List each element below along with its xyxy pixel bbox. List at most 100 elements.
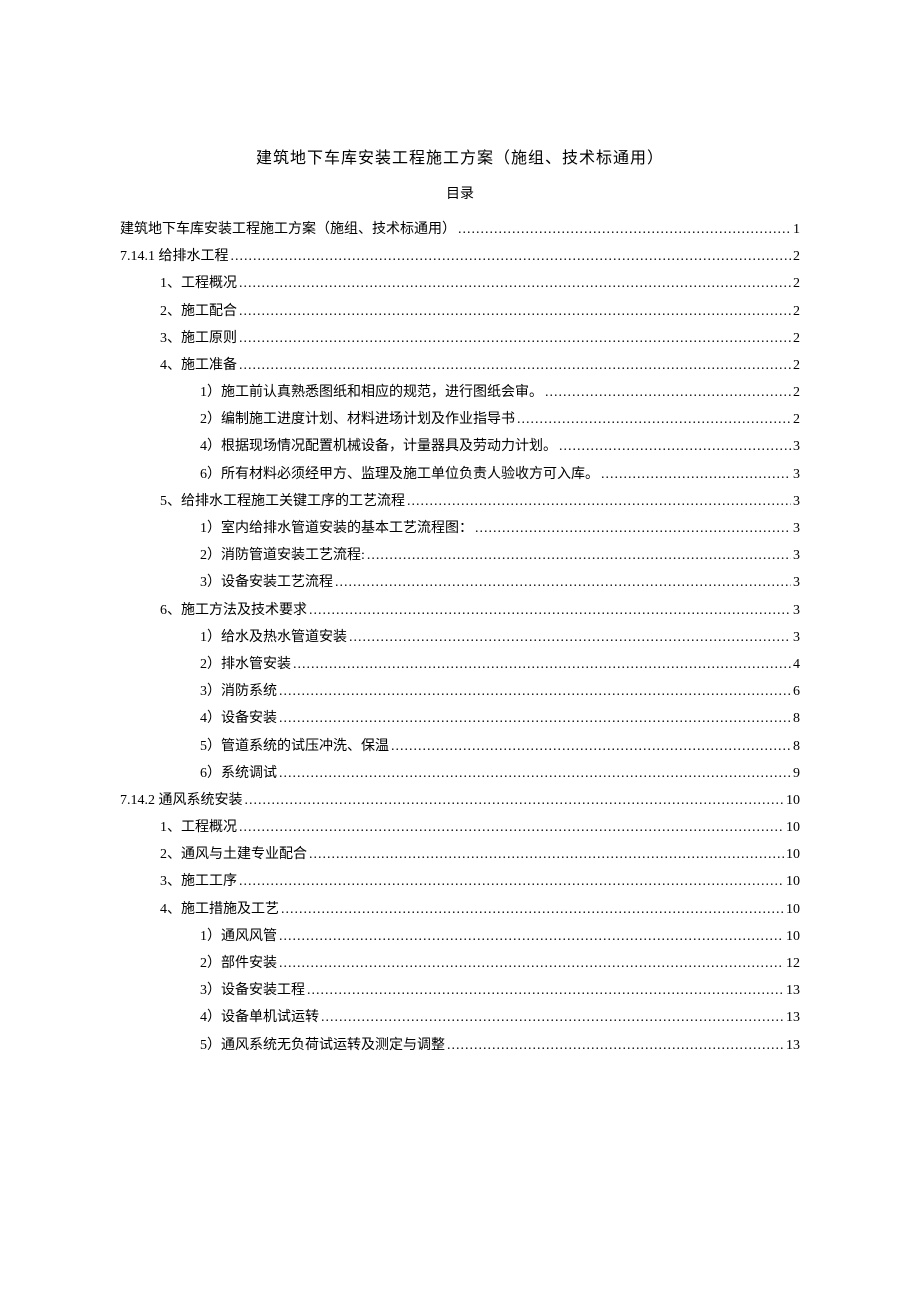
toc-entry-page: 2 — [793, 299, 800, 324]
toc-leader-dots — [309, 598, 791, 623]
toc-entry-page: 3 — [793, 625, 800, 650]
toc-leader-dots — [239, 353, 791, 378]
toc-entry-label: 4、施工准备 — [160, 353, 237, 378]
toc-leader-dots — [335, 570, 791, 595]
toc-leader-dots — [279, 924, 784, 949]
toc-entry-page: 10 — [786, 815, 800, 840]
toc-entry-page: 8 — [793, 706, 800, 731]
toc-leader-dots — [475, 516, 791, 541]
toc-leader-dots — [309, 842, 784, 867]
toc-leader-dots — [279, 761, 791, 786]
toc-leader-dots — [447, 1033, 784, 1058]
toc-entry: 1、工程概况 10 — [120, 815, 800, 840]
toc-entry-page: 2 — [793, 326, 800, 351]
toc-entry-page: 10 — [786, 924, 800, 949]
toc-entry: 4）设备安装 8 — [120, 706, 800, 731]
toc-entry-label: 7.14.2 通风系统安装 — [120, 788, 243, 813]
toc-entry-label: 7.14.1 给排水工程 — [120, 244, 229, 269]
toc-entry-page: 4 — [793, 652, 800, 677]
toc-entry-label: 建筑地下车库安装工程施工方案（施组、技术标通用） — [120, 217, 456, 242]
toc-entry-label: 4）设备安装 — [200, 706, 277, 731]
toc-entry-label: 3、施工原则 — [160, 326, 237, 351]
toc-entry-label: 3、施工工序 — [160, 869, 237, 894]
toc-entry-page: 1 — [793, 217, 800, 242]
toc-leader-dots — [279, 706, 791, 731]
toc-heading: 目录 — [120, 182, 800, 207]
toc-entry-page: 2 — [793, 353, 800, 378]
toc-leader-dots — [231, 244, 792, 269]
toc-leader-dots — [321, 1005, 784, 1030]
table-of-contents: 建筑地下车库安装工程施工方案（施组、技术标通用）17.14.1 给排水工程21、… — [120, 217, 800, 1058]
toc-entry-label: 5）管道系统的试压冲洗、保温 — [200, 734, 389, 759]
toc-leader-dots — [279, 951, 784, 976]
toc-entry-page: 3 — [793, 489, 800, 514]
toc-entry: 2）排水管安装 4 — [120, 652, 800, 677]
toc-entry: 3）设备安装工程 13 — [120, 978, 800, 1003]
toc-entry-page: 2 — [793, 380, 800, 405]
toc-entry-label: 6、施工方法及技术要求 — [160, 598, 307, 623]
toc-entry-label: 3）设备安装工程 — [200, 978, 305, 1003]
toc-entry-label: 4、施工措施及工艺 — [160, 897, 279, 922]
toc-entry-page: 12 — [786, 951, 800, 976]
toc-entry-label: 1、工程概况 — [160, 815, 237, 840]
toc-entry: 5、给排水工程施工关键工序的工艺流程 3 — [120, 489, 800, 514]
toc-leader-dots — [279, 679, 791, 704]
toc-entry: 6）所有材料必须经甲方、监理及施工单位负责人验收方可入库。3 — [120, 462, 800, 487]
toc-entry-page: 10 — [786, 788, 800, 813]
toc-entry: 2、施工配合2 — [120, 299, 800, 324]
toc-entry-label: 1）给水及热水管道安装 — [200, 625, 347, 650]
toc-entry: 6）系统调试9 — [120, 761, 800, 786]
toc-leader-dots — [245, 788, 785, 813]
toc-entry: 7.14.1 给排水工程 2 — [120, 244, 800, 269]
toc-leader-dots — [559, 434, 791, 459]
toc-entry: 2）消防管道安装工艺流程:3 — [120, 543, 800, 568]
toc-leader-dots — [367, 543, 791, 568]
toc-entry-label: 1）室内给排水管道安装的基本工艺流程图： — [200, 516, 473, 541]
toc-entry: 6、施工方法及技术要求3 — [120, 598, 800, 623]
document-title: 建筑地下车库安装工程施工方案（施组、技术标通用） — [120, 145, 800, 174]
toc-leader-dots — [281, 897, 784, 922]
toc-entry: 4、施工准备 2 — [120, 353, 800, 378]
toc-entry-label: 1、工程概况 — [160, 271, 237, 296]
toc-entry-label: 2）编制施工进度计划、材料进场计划及作业指导书 — [200, 407, 515, 432]
toc-entry-page: 2 — [793, 244, 800, 269]
toc-entry-label: 5、给排水工程施工关键工序的工艺流程 — [160, 489, 405, 514]
toc-entry-page: 3 — [793, 434, 800, 459]
toc-entry-label: 2、通风与土建专业配合 — [160, 842, 307, 867]
toc-entry-label: 6）系统调试 — [200, 761, 277, 786]
toc-entry-label: 2）部件安装 — [200, 951, 277, 976]
toc-entry-page: 3 — [793, 516, 800, 541]
toc-entry: 4）设备单机试运转 13 — [120, 1005, 800, 1030]
toc-entry: 建筑地下车库安装工程施工方案（施组、技术标通用） 1 — [120, 217, 800, 242]
toc-leader-dots — [601, 462, 791, 487]
toc-entry: 5）管道系统的试压冲洗、保温8 — [120, 734, 800, 759]
toc-leader-dots — [239, 326, 791, 351]
toc-entry: 1）室内给排水管道安装的基本工艺流程图： 3 — [120, 516, 800, 541]
toc-leader-dots — [391, 734, 791, 759]
toc-entry: 1）给水及热水管道安装 3 — [120, 625, 800, 650]
toc-leader-dots — [349, 625, 791, 650]
toc-entry: 5）通风系统无负荷试运转及测定与调整13 — [120, 1033, 800, 1058]
toc-entry-page: 13 — [786, 1005, 800, 1030]
toc-entry-page: 10 — [786, 842, 800, 867]
toc-entry-label: 6）所有材料必须经甲方、监理及施工单位负责人验收方可入库。 — [200, 462, 599, 487]
toc-entry-label: 3）设备安装工艺流程 — [200, 570, 333, 595]
toc-entry: 3、施工工序10 — [120, 869, 800, 894]
toc-entry-page: 13 — [786, 978, 800, 1003]
toc-entry: 1、工程概况 2 — [120, 271, 800, 296]
toc-leader-dots — [239, 815, 784, 840]
toc-entry: 2、通风与土建专业配合 10 — [120, 842, 800, 867]
toc-entry-label: 4）设备单机试运转 — [200, 1005, 319, 1030]
toc-entry-label: 2）排水管安装 — [200, 652, 291, 677]
toc-entry: 1）通风风管10 — [120, 924, 800, 949]
toc-entry-page: 2 — [793, 271, 800, 296]
toc-entry: 3）消防系统6 — [120, 679, 800, 704]
toc-leader-dots — [239, 271, 791, 296]
toc-leader-dots — [545, 380, 791, 405]
toc-entry-label: 4）根据现场情况配置机械设备，计量器具及劳动力计划。 — [200, 434, 557, 459]
toc-entry: 1）施工前认真熟悉图纸和相应的规范，进行图纸会审。2 — [120, 380, 800, 405]
toc-entry: 2）编制施工进度计划、材料进场计划及作业指导书 2 — [120, 407, 800, 432]
toc-entry-page: 2 — [793, 407, 800, 432]
toc-entry: 3、施工原则 2 — [120, 326, 800, 351]
toc-entry-label: 2）消防管道安装工艺流程: — [200, 543, 365, 568]
